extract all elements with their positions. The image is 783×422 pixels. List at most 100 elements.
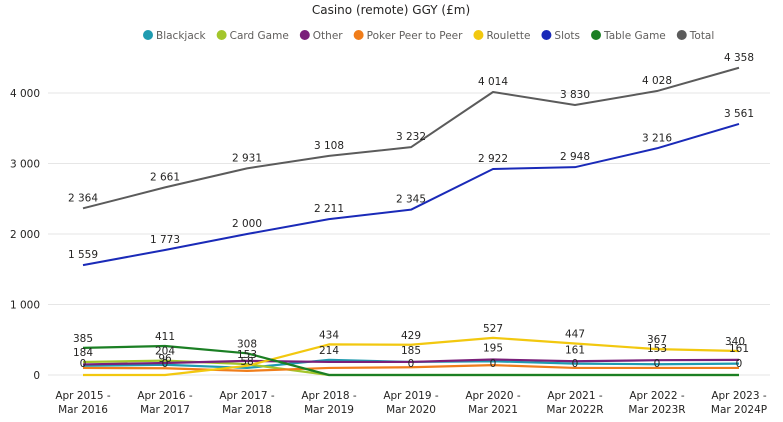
- x-axis: Apr 2015 - Mar 2016 Apr 2016 - Mar 2017 Apr …: [55, 390, 767, 416]
- data-label-total: 4 014: [478, 76, 508, 88]
- data-label-slots: 2 922: [478, 153, 508, 165]
- x-tick-label: Mar 2021: [468, 404, 518, 416]
- y-tick-label: 2 000: [10, 229, 40, 241]
- series-line-roulette: [83, 336, 740, 377]
- data-label-total: 2 364: [68, 192, 98, 204]
- legend-label: Total: [689, 30, 715, 42]
- data-label-table-game: 0: [490, 358, 497, 370]
- x-tick-label: Apr 2021 -: [547, 390, 603, 402]
- series-line-slots: [82, 122, 740, 267]
- x-tick-label: Mar 2022R: [546, 404, 603, 416]
- series-line-table-game: [82, 344, 739, 377]
- legend-item-card-game[interactable]: Card Game: [216, 30, 289, 42]
- legend-label: Blackjack: [156, 30, 207, 42]
- legend-marker: [541, 30, 552, 40]
- data-label-other: 185: [401, 345, 421, 357]
- x-tick-label: Apr 2017 -: [219, 390, 275, 402]
- data-label-total: 3 232: [396, 131, 426, 143]
- legend-label: Other: [313, 30, 343, 42]
- data-label-table-game: 0: [736, 358, 743, 370]
- x-tick-label: Mar 2016: [58, 404, 108, 416]
- data-label-slots: 1 559: [68, 249, 98, 261]
- legend-label: Table Game: [603, 30, 666, 42]
- x-tick-label: Mar 2023R: [628, 404, 685, 416]
- x-tick-label: Apr 2023 -: [711, 390, 767, 402]
- data-label-roulette: 527: [483, 323, 503, 335]
- data-label-slots: 2 211: [314, 203, 344, 215]
- y-tick-label: 4 000: [10, 88, 40, 100]
- data-label-total: 4 028: [642, 75, 672, 87]
- x-tick-label: Apr 2019 -: [383, 390, 439, 402]
- data-label-table-game: 385: [73, 333, 93, 345]
- data-label-total: 3 830: [560, 89, 590, 101]
- data-label-other: 195: [483, 342, 503, 354]
- legend-item-other[interactable]: Other: [299, 30, 343, 42]
- legend-label: Poker Peer to Peer: [367, 30, 463, 42]
- legend-item-roulette[interactable]: Roulette: [473, 30, 530, 42]
- x-tick-label: Mar 2024P: [711, 404, 767, 416]
- data-label-slots: 3 561: [724, 108, 754, 120]
- data-label-roulette: 434: [319, 329, 339, 341]
- legend-label: Slots: [554, 30, 580, 42]
- data-label-roulette: 367: [647, 334, 667, 346]
- data-label-total: 2 661: [150, 171, 180, 183]
- legend-item-table-game[interactable]: Table Game: [591, 30, 666, 42]
- x-tick-label: Apr 2020 -: [465, 390, 521, 402]
- series-line-poker-peer-to-peer: [82, 364, 739, 373]
- legend-marker: [299, 30, 310, 40]
- series-lines: [82, 66, 740, 377]
- x-tick-label: Apr 2015 -: [55, 390, 111, 402]
- data-label-roulette: 0: [80, 358, 87, 370]
- data-label-other: 161: [565, 344, 585, 356]
- legend-marker: [676, 30, 687, 40]
- y-axis: 0 1 000 2 000 3 000 4 000: [10, 88, 40, 382]
- y-tick-label: 3 000: [10, 159, 40, 171]
- data-label-card-game: 153: [237, 349, 257, 361]
- data-label-total: 3 108: [314, 140, 344, 152]
- data-label-roulette: 447: [565, 328, 585, 340]
- legend-item-slots[interactable]: Slots: [541, 30, 580, 42]
- data-label-slots: 1 773: [150, 234, 180, 246]
- legend-marker: [216, 30, 227, 40]
- x-tick-label: Apr 2018 -: [301, 390, 357, 402]
- legend[interactable]: Blackjack Card Game Other Poker Peer to Pee…: [143, 30, 714, 42]
- data-label-slots: 3 216: [642, 132, 672, 144]
- data-label-slots: 2 000: [232, 218, 262, 230]
- legend-item-poker-peer-to-peer[interactable]: Poker Peer to Peer: [353, 30, 463, 42]
- data-label-roulette: 340: [725, 336, 745, 348]
- series-line-other: [82, 358, 740, 366]
- legend-item-blackjack[interactable]: Blackjack: [143, 30, 207, 42]
- data-label-other: 161: [729, 343, 749, 355]
- legend-label: Roulette: [486, 30, 530, 42]
- data-label-table-game: 0: [572, 358, 579, 370]
- y-tick-label: 1 000: [10, 300, 40, 312]
- x-tick-label: Apr 2016 -: [137, 390, 193, 402]
- series-line-total: [82, 66, 740, 210]
- data-label-other: 153: [647, 343, 667, 355]
- legend-item-total[interactable]: Total: [676, 30, 715, 42]
- data-label-table-game: 0: [654, 358, 661, 370]
- data-label-total: 2 931: [232, 152, 262, 164]
- data-label-table-game: 0: [408, 358, 415, 370]
- legend-marker: [591, 30, 602, 40]
- data-label-roulette: 429: [401, 330, 421, 342]
- x-tick-label: Mar 2017: [140, 404, 190, 416]
- legend-label: Card Game: [230, 30, 289, 42]
- data-label-table-game: 308: [237, 338, 257, 350]
- chart-title: Casino (remote) GGY (£m): [312, 3, 470, 17]
- data-labels: 184 204 153 185 195 161 153 161 96 58 0 0 434 429 527 4…: [68, 52, 754, 370]
- data-label-poker-peer-to-peer: 58: [240, 356, 253, 368]
- data-label-card-game: 204: [155, 346, 175, 358]
- x-tick-label: Apr 2022 -: [629, 390, 685, 402]
- y-tick-label: 0: [33, 370, 40, 382]
- data-label-poker-peer-to-peer: 96: [158, 353, 172, 365]
- x-tick-label: Mar 2020: [386, 404, 436, 416]
- legend-marker: [473, 30, 484, 40]
- data-label-table-game: 411: [155, 331, 175, 343]
- data-label-card-game: 184: [73, 347, 93, 359]
- data-label-roulette: 0: [162, 358, 169, 370]
- x-tick-label: Mar 2018: [222, 404, 272, 416]
- data-label-slots: 2 345: [396, 194, 426, 206]
